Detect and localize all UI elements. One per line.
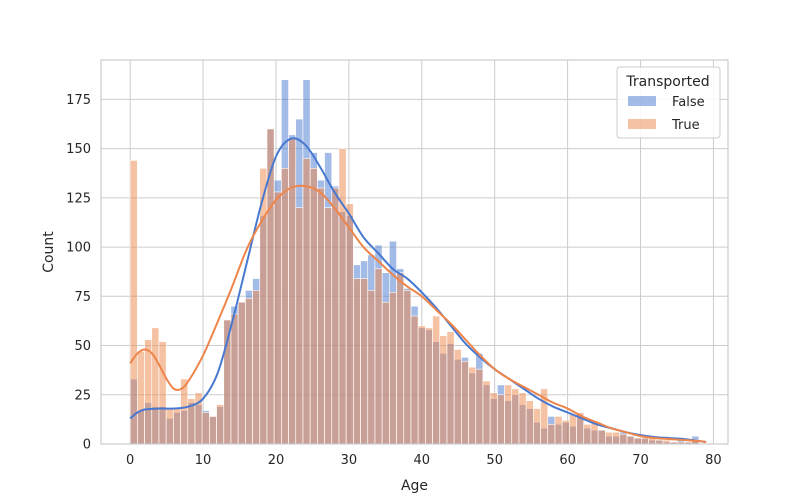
bar-true-44 — [446, 331, 455, 445]
x-tick-label-3: 30 — [341, 453, 358, 468]
bar-true-4 — [158, 341, 167, 445]
bar-true-35 — [381, 301, 390, 445]
bar-true-23 — [295, 207, 304, 445]
bar-true-53 — [511, 388, 520, 445]
bar-true-26 — [317, 187, 325, 445]
legend-title: Transported — [625, 74, 709, 90]
x-tick-label-6: 60 — [559, 453, 576, 468]
y-tick-label-7: 175 — [66, 93, 91, 108]
bar-true-30 — [345, 203, 354, 445]
x-tick-label-5: 50 — [486, 453, 503, 468]
bar-true-2 — [144, 339, 153, 445]
bar-true-33 — [367, 290, 376, 445]
bar-true-54 — [518, 392, 527, 445]
bar-true-0 — [129, 160, 138, 445]
y-tick-label-5: 125 — [66, 191, 91, 206]
x-tick-label-8: 80 — [705, 453, 722, 468]
bar-true-67 — [612, 431, 621, 445]
bar-true-49 — [482, 380, 491, 445]
bar-true-43 — [439, 335, 448, 445]
x-tick-label-1: 10 — [195, 453, 212, 468]
bar-true-29 — [338, 148, 347, 445]
bar-true-64 — [590, 422, 599, 445]
bar-true-60 — [561, 420, 570, 445]
bar-true-65 — [597, 429, 606, 445]
bar-true-71 — [641, 437, 649, 445]
bar-true-11 — [209, 416, 217, 445]
bar-true-25 — [309, 168, 318, 445]
bar-true-38 — [403, 290, 412, 445]
bar-true-56 — [533, 408, 541, 445]
bar-true-32 — [360, 278, 369, 445]
bar-true-5 — [165, 408, 174, 445]
bar-true-12 — [216, 404, 225, 445]
legend-label-true: True — [671, 118, 700, 133]
bar-true-66 — [605, 431, 613, 445]
y-tick-label-2: 50 — [74, 339, 91, 354]
bar-true-14 — [230, 313, 239, 445]
legend-label-false: False — [672, 95, 705, 110]
bar-true-20 — [273, 191, 282, 445]
bar-true-3 — [151, 327, 160, 445]
bar-true-42 — [432, 315, 441, 445]
bar-true-69 — [626, 435, 635, 445]
x-axis-label: Age — [401, 478, 428, 494]
bar-true-45 — [453, 349, 462, 445]
bar-true-27 — [324, 207, 333, 445]
bar-true-55 — [525, 400, 534, 445]
bar-true-47 — [468, 366, 477, 445]
bar-true-63 — [583, 424, 592, 445]
bar-true-6 — [173, 408, 181, 445]
bar-true-46 — [461, 360, 469, 445]
bar-true-28 — [331, 187, 340, 445]
bar-true-21 — [281, 168, 289, 445]
bar-true-19 — [266, 128, 275, 445]
bar-true-48 — [475, 368, 484, 445]
bar-true-1 — [137, 351, 145, 445]
bar-true-40 — [417, 325, 426, 445]
y-tick-label-4: 100 — [66, 241, 91, 256]
legend-swatch-true — [628, 119, 656, 129]
bar-true-51 — [497, 394, 505, 445]
kde-line-true — [129, 184, 707, 444]
bar-true-59 — [554, 416, 563, 445]
bar-true-58 — [547, 424, 556, 445]
x-tick-label-4: 40 — [414, 453, 431, 468]
x-tick-label-7: 70 — [632, 453, 649, 468]
bar-true-31 — [353, 278, 361, 445]
bar-true-24 — [302, 158, 311, 445]
bar-true-36 — [389, 292, 397, 445]
bar-true-39 — [410, 315, 419, 445]
bar-true-52 — [504, 384, 513, 445]
legend: Transported False True — [616, 66, 721, 139]
y-tick-labels: 0 25 50 75 100 125 150 175 — [66, 93, 91, 453]
bar-true-70 — [633, 437, 642, 445]
bar-true-22 — [288, 138, 297, 445]
bar-true-37 — [396, 272, 405, 445]
y-tick-label-6: 150 — [66, 142, 91, 157]
kde-lines — [129, 137, 707, 444]
y-tick-label-3: 75 — [74, 290, 91, 305]
plot-frame — [100, 59, 729, 445]
x-tick-label-0: 0 — [126, 453, 134, 468]
bar-true-41 — [425, 327, 433, 445]
bar-true-34 — [374, 268, 383, 445]
bar-true-68 — [619, 433, 628, 445]
bar-true-16 — [245, 297, 253, 445]
y-tick-label-1: 25 — [74, 388, 91, 403]
legend-swatch-false — [628, 96, 656, 106]
bar-true-17 — [252, 290, 261, 445]
bar-true-15 — [237, 301, 246, 445]
bar-true-50 — [489, 392, 498, 445]
x-tick-labels: 0 10 20 30 40 50 60 70 80 — [126, 453, 722, 468]
y-tick-label-0: 0 — [83, 438, 91, 453]
y-axis-label: Count — [41, 231, 57, 273]
bar-true-61 — [569, 414, 577, 445]
bar-true-10 — [201, 412, 210, 445]
x-tick-label-2: 20 — [268, 453, 285, 468]
